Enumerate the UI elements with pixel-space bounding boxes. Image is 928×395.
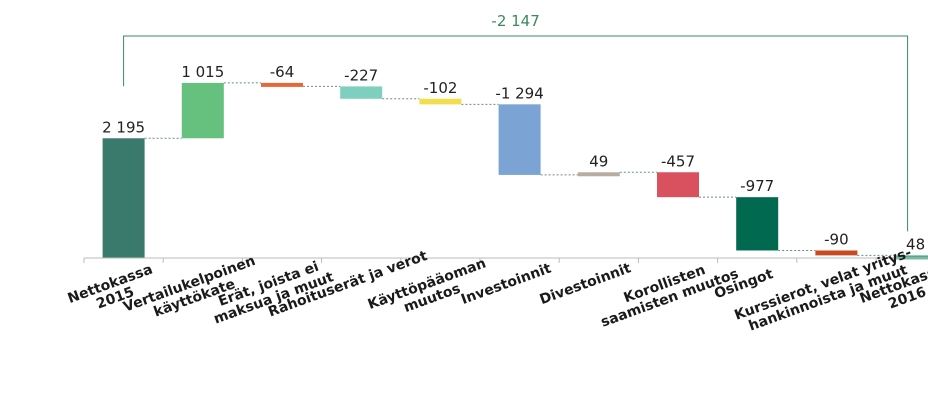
- bar-7: [657, 172, 699, 198]
- bar-5: [498, 104, 541, 175]
- bar-3: [340, 86, 383, 99]
- category-label-line: Divestoinnit: [538, 260, 634, 308]
- value-label-0: 2 195: [102, 118, 145, 136]
- bar-9: [815, 250, 858, 256]
- bar-8: [736, 197, 779, 251]
- bar-2: [261, 82, 303, 87]
- value-label-8: -977: [740, 177, 774, 195]
- category-labels: Nettokassa2015Vertailukelpoinenkäyttökat…: [66, 245, 928, 335]
- value-label-6: 49: [589, 152, 608, 170]
- value-label-9: -90: [824, 230, 849, 248]
- bar-0: [102, 138, 145, 258]
- value-label-7: -457: [661, 152, 695, 170]
- value-label-10: 48: [906, 235, 925, 253]
- bracket-line: [123, 35, 909, 232]
- value-label-5: -1 294: [495, 84, 543, 102]
- value-labels: 2 195 1 015 -64 -227 -102 -1 294 49 -457 -977 -90…: [102, 63, 925, 253]
- value-label-2: -64: [270, 63, 295, 81]
- x-axis-ticks: [83, 258, 877, 263]
- bar-6: [577, 172, 620, 177]
- value-label-1: 1 015: [181, 63, 224, 81]
- value-label-4: -102: [423, 79, 457, 97]
- bar-1: [181, 82, 224, 139]
- bar-4: [419, 98, 462, 105]
- bars: [102, 82, 928, 260]
- total-change-bracket: [123, 35, 909, 232]
- total-change-label: -2 147: [491, 12, 539, 30]
- bar-10: [894, 255, 928, 260]
- value-label-3: -227: [344, 66, 378, 84]
- category-label-6: Divestoinnit: [538, 260, 634, 308]
